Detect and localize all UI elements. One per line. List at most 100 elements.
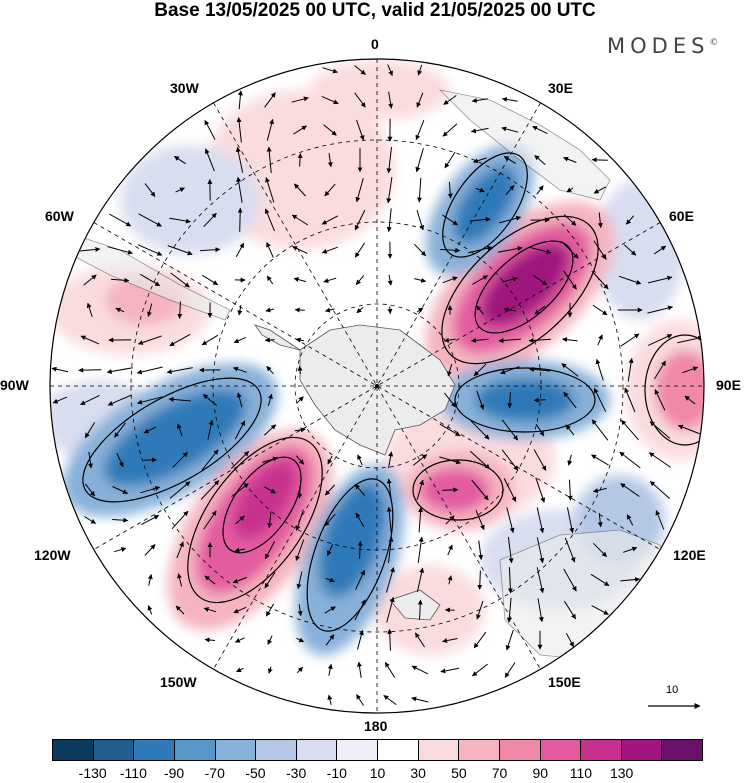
wind-vector [504, 662, 516, 678]
lon-label-180: 180 [364, 718, 388, 734]
wind-vector [411, 696, 429, 703]
wind-vector [648, 452, 671, 468]
wind-vector [386, 478, 392, 502]
wind-vector [529, 366, 551, 372]
wind-vector [147, 605, 153, 615]
colorbar-bin [459, 740, 500, 760]
wind-vector [565, 424, 575, 436]
wind-vector [144, 544, 156, 556]
wind-vector [383, 694, 397, 706]
wind-vector [597, 513, 603, 528]
wind-vector [234, 420, 246, 440]
colorbar-bin [378, 740, 419, 760]
wind-vector [321, 215, 339, 225]
wind-vector [354, 92, 366, 108]
wind-vector [647, 305, 674, 314]
colorbar-tick-label: 10 [369, 765, 386, 781]
wind-vector [470, 420, 490, 440]
wind-vector [201, 334, 219, 346]
wind-vector [112, 486, 129, 494]
wind-vector [447, 575, 453, 585]
wind-vector [533, 274, 548, 286]
wind-vector [443, 337, 456, 343]
wind-vector [417, 536, 424, 563]
wind-vector [468, 245, 493, 254]
wind-vector [296, 637, 305, 643]
wind-vector [476, 305, 484, 315]
wind-vector [136, 366, 163, 375]
wind-vector [357, 454, 363, 466]
wind-vector [471, 98, 488, 103]
wind-vector [295, 337, 305, 343]
wind-vector [443, 95, 457, 105]
wind-vector [469, 450, 491, 470]
wind-vector [591, 605, 609, 615]
wind-vector [84, 516, 97, 524]
wind-vector [203, 607, 217, 613]
wind-vector [325, 577, 335, 583]
wind-vector [137, 244, 163, 256]
wind-vector [563, 214, 577, 226]
wind-vector [204, 148, 215, 172]
wind-vector [140, 486, 161, 494]
wind-vector [447, 363, 453, 377]
wind-vector [324, 484, 336, 496]
wind-vector [354, 242, 366, 258]
wind-vector [475, 187, 485, 193]
wind-vector [115, 307, 125, 313]
wind-vector [654, 389, 666, 411]
wind-vector [236, 176, 243, 203]
wind-vector [384, 661, 396, 678]
colorbar-bin [337, 740, 378, 760]
wind-vector [388, 91, 394, 109]
wind-vector [236, 667, 244, 673]
contours [82, 152, 704, 632]
wind-vector [233, 336, 247, 344]
wind-vector [88, 451, 93, 469]
wind-vector [416, 479, 425, 501]
wind-vector [237, 207, 243, 232]
wind-vector [355, 275, 365, 285]
wind-vector [534, 155, 546, 165]
wind-vector [677, 335, 704, 344]
wind-vector [561, 241, 579, 259]
wind-vector [354, 484, 366, 496]
wind-vector [266, 365, 274, 375]
colorbar-bin [134, 740, 175, 760]
wind-vector [497, 246, 523, 253]
wind-vector [477, 570, 483, 590]
wind-vector [294, 427, 306, 433]
wind-vector [321, 246, 338, 254]
map-title: Base 13/05/2025 00 UTC, valid 21/05/2025… [154, 0, 596, 21]
wind-vector [563, 568, 577, 592]
wind-vector [440, 247, 461, 253]
wind-vector [296, 571, 303, 590]
wind-vector [297, 153, 303, 167]
wind-vector [535, 423, 545, 437]
wind-vector [143, 426, 157, 434]
wind-vector [595, 358, 604, 381]
wind-vector [266, 118, 275, 141]
wind-vector [235, 146, 244, 173]
colorbar-tick-label: 30 [410, 765, 426, 781]
wind-vector [411, 665, 429, 675]
wind-vector [168, 396, 191, 402]
wind-vector [647, 334, 673, 346]
wind-vector [654, 360, 666, 380]
colorbar-tick-label: -70 [204, 765, 225, 781]
wind-vector [78, 367, 102, 373]
wind-vector [415, 120, 425, 141]
wind-vector [235, 515, 245, 525]
wind-vector [498, 338, 522, 344]
wind-vector [415, 148, 424, 173]
wind-vector [264, 92, 276, 108]
wind-vector [323, 124, 337, 136]
lon-label-150w: 150W [160, 674, 197, 690]
wind-vector [291, 214, 309, 226]
wind-vector [647, 275, 673, 284]
wind-vector [618, 275, 642, 285]
lon-label-30e: 30E [548, 80, 573, 96]
wind-vector [84, 422, 96, 439]
wind-vector [356, 306, 364, 314]
wind-vector [620, 577, 641, 583]
